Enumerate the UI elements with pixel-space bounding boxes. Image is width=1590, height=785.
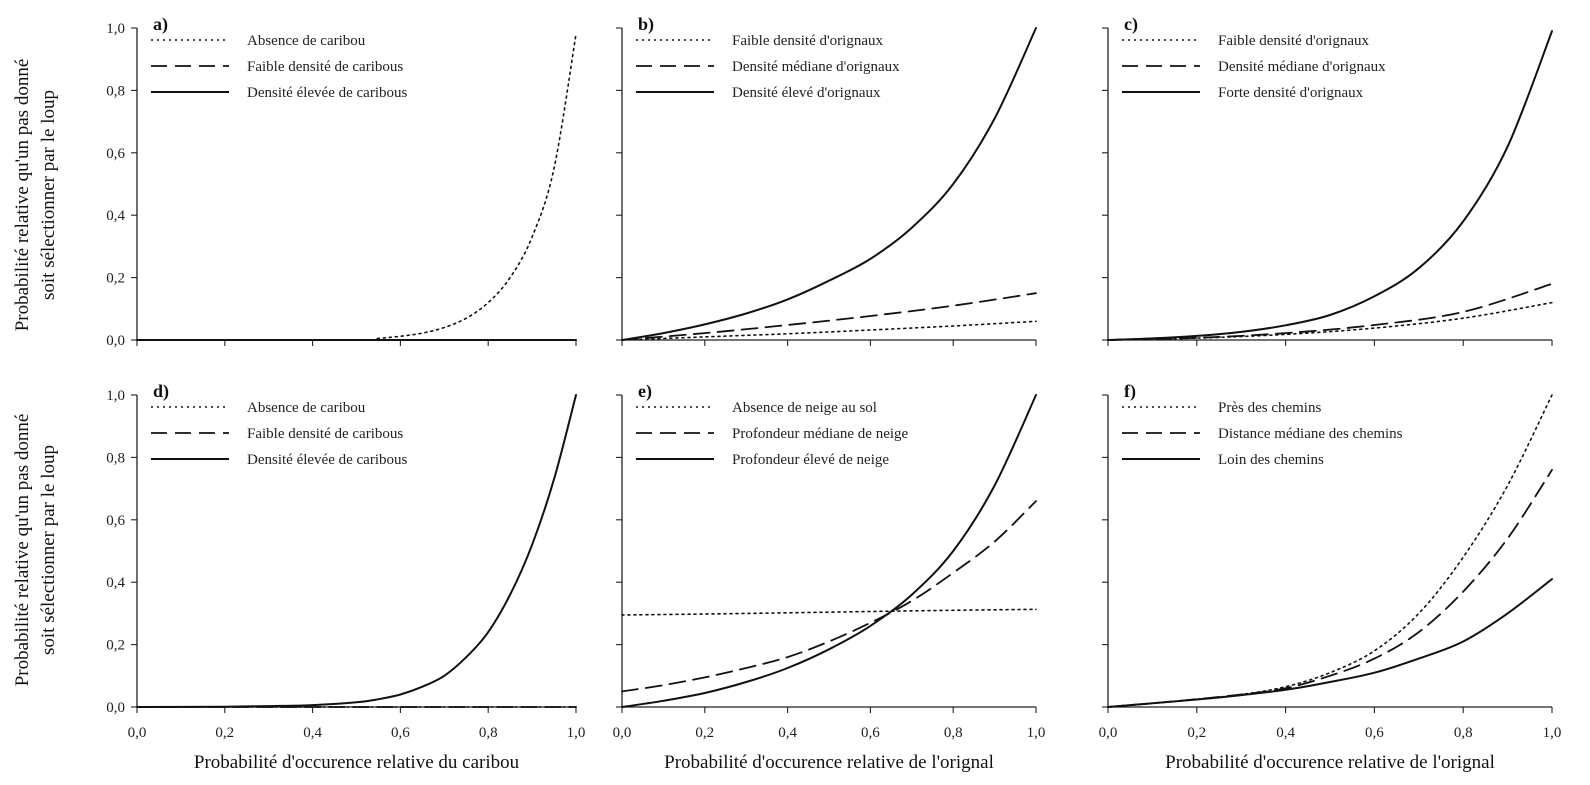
legend-label-e-3: Profondeur élevé de neige [732, 452, 889, 468]
legend-label-e-1: Absence de neige au sol [732, 400, 877, 416]
legend-label-f-2: Distance médiane des chemins [1218, 426, 1403, 442]
x-tick-label-f: 0,8 [1454, 725, 1473, 741]
y-tick-label-d: 0,2 [106, 638, 125, 654]
x-tick-label-f: 1,0 [1543, 725, 1562, 741]
x-tick-label-d: 0,6 [391, 725, 410, 741]
legend-label-d-3: Densité élevée de caribous [247, 452, 408, 468]
panels-container: 0,0 0,2 0,4 0,6 0,8 1,0 a) Absence de caribou Fa… [106, 14, 1561, 773]
series-line-f-2 [1107, 469, 1553, 708]
x-tick-label-e: 1,0 [1027, 725, 1046, 741]
x-tick-label-d: 0,8 [479, 725, 498, 741]
panel-label-c: c) [1124, 14, 1138, 35]
x-tick-label-e: 0,8 [944, 725, 963, 741]
y-axis-title-top-line1: Probabilité relative qu'un pas donné [12, 59, 33, 332]
panel-label-f: f) [1124, 381, 1136, 402]
panel-label-a: a) [153, 14, 168, 35]
series-line-c-2 [1107, 282, 1553, 341]
x-tick-label-f: 0,2 [1187, 725, 1206, 741]
x-axis-title-d: Probabilité d'occurence relative du cari… [194, 752, 520, 773]
y-axis-title-bottom-line1: Probabilité relative qu'un pas donné [12, 414, 33, 687]
y-tick-label-a: 0,0 [106, 333, 125, 349]
legend-label-a-3: Densité élevée de caribous [247, 85, 408, 101]
series-line-e-3 [621, 394, 1037, 708]
series-line-b-2 [621, 292, 1037, 341]
legend-label-c-2: Densité médiane d'orignaux [1218, 59, 1386, 75]
legend-label-b-2: Densité médiane d'orignaux [732, 59, 900, 75]
legend-label-e-2: Profondeur médiane de neige [732, 426, 909, 442]
x-tick-label-e: 0,0 [613, 725, 632, 741]
y-tick-label-a: 1,0 [106, 21, 125, 37]
legend-label-f-3: Loin des chemins [1218, 452, 1324, 468]
series-line-d-3 [136, 394, 577, 708]
series-line-a-1 [136, 33, 577, 341]
panel-label-b: b) [638, 14, 654, 35]
y-tick-label-a: 0,8 [106, 83, 125, 99]
legend-label-b-1: Faible densité d'orignaux [732, 33, 884, 49]
series-line-c-1 [1107, 301, 1553, 341]
y-tick-label-a: 0,4 [106, 208, 125, 224]
legend-label-a-1: Absence de caribou [247, 33, 366, 49]
x-axis-title-f: Probabilité d'occurence relative de l'or… [1165, 752, 1495, 773]
x-tick-label-f: 0,0 [1099, 725, 1118, 741]
series-line-e-1 [621, 608, 1037, 616]
series-line-c-3 [1107, 30, 1553, 341]
x-tick-label-e: 0,4 [778, 725, 797, 741]
legend-label-d-1: Absence de caribou [247, 400, 366, 416]
y-axis-title-bottom-line2: soit sélectionner par le loup [38, 445, 59, 655]
x-tick-label-d: 0,2 [215, 725, 234, 741]
y-tick-label-d: 0,6 [106, 513, 125, 529]
legend-label-c-3: Forte densité d'orignaux [1218, 85, 1364, 101]
y-tick-label-a: 0,2 [106, 271, 125, 287]
series-line-b-1 [621, 320, 1037, 341]
x-axis-title-e: Probabilité d'occurence relative de l'or… [664, 752, 994, 773]
legend-label-a-2: Faible densité de caribous [247, 59, 403, 75]
legend-label-c-1: Faible densité d'orignaux [1218, 33, 1370, 49]
series-line-f-3 [1107, 578, 1553, 708]
x-tick-label-e: 0,2 [695, 725, 714, 741]
series-line-e-2 [621, 500, 1037, 693]
x-tick-label-d: 0,4 [303, 725, 322, 741]
series-line-f-1 [1107, 394, 1553, 708]
x-tick-label-f: 0,4 [1276, 725, 1295, 741]
legend-label-f-1: Près des chemins [1218, 400, 1321, 416]
series-line-b-3 [621, 27, 1037, 341]
y-tick-label-d: 1,0 [106, 388, 125, 404]
y-tick-label-d: 0,8 [106, 450, 125, 466]
panel-label-d: d) [153, 381, 169, 402]
x-tick-label-e: 0,6 [861, 725, 880, 741]
panel-label-e: e) [638, 381, 652, 402]
legend-label-b-3: Densité élevé d'orignaux [732, 85, 881, 101]
x-tick-label-f: 0,6 [1365, 725, 1384, 741]
x-tick-label-d: 0,0 [128, 725, 147, 741]
legend-label-d-2: Faible densité de caribous [247, 426, 403, 442]
x-tick-label-d: 1,0 [567, 725, 586, 741]
y-tick-label-d: 0,4 [106, 575, 125, 591]
y-tick-label-a: 0,6 [106, 146, 125, 162]
y-axis-title-top-line2: soit sélectionner par le loup [38, 90, 59, 300]
y-tick-label-d: 0,0 [106, 700, 125, 716]
